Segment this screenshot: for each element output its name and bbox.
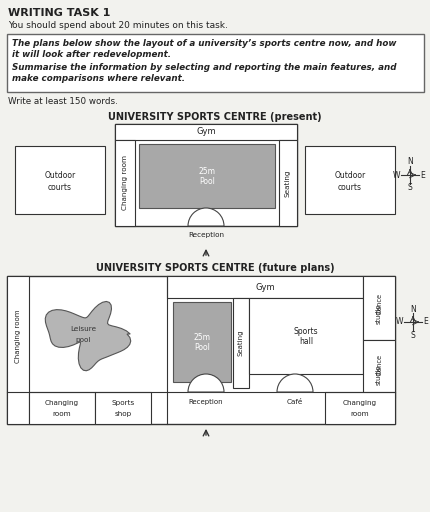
Bar bbox=[172, 302, 230, 382]
Bar bbox=[278, 140, 296, 226]
Text: pool: pool bbox=[75, 337, 90, 343]
Text: Sports: Sports bbox=[111, 400, 134, 406]
Text: courts: courts bbox=[48, 183, 72, 193]
Bar bbox=[7, 34, 423, 92]
Bar bbox=[304, 146, 394, 214]
Text: Changing room: Changing room bbox=[15, 309, 21, 362]
Text: make comparisons where relevant.: make comparisons where relevant. bbox=[12, 74, 185, 83]
Text: 25m: 25m bbox=[198, 167, 215, 177]
Text: S: S bbox=[410, 331, 415, 339]
Bar bbox=[324, 392, 394, 424]
Bar bbox=[362, 340, 394, 398]
Text: WRITING TASK 1: WRITING TASK 1 bbox=[8, 8, 110, 18]
Bar bbox=[15, 146, 105, 214]
Bar bbox=[115, 124, 296, 226]
Text: S: S bbox=[407, 183, 412, 193]
Text: courts: courts bbox=[337, 183, 361, 193]
Text: The plans below show the layout of a university’s sports centre now, and how: The plans below show the layout of a uni… bbox=[12, 39, 396, 48]
Text: Café: Café bbox=[286, 399, 302, 405]
Bar bbox=[7, 276, 29, 424]
Text: UNIVERSITY SPORTS CENTRE (present): UNIVERSITY SPORTS CENTRE (present) bbox=[108, 112, 321, 122]
Text: 25m: 25m bbox=[193, 332, 210, 342]
Text: Pool: Pool bbox=[199, 178, 215, 186]
Bar bbox=[139, 144, 274, 208]
Text: E: E bbox=[420, 170, 424, 180]
Text: studio: studio bbox=[375, 304, 381, 324]
Text: Changing: Changing bbox=[45, 400, 79, 406]
Text: room: room bbox=[52, 411, 71, 417]
Text: You should spend about 20 minutes on this task.: You should spend about 20 minutes on thi… bbox=[8, 21, 227, 30]
Text: Leisure: Leisure bbox=[70, 326, 96, 332]
Text: W: W bbox=[395, 317, 403, 327]
Text: Outdoor: Outdoor bbox=[334, 172, 365, 181]
Text: room: room bbox=[350, 411, 369, 417]
Text: Sports: Sports bbox=[293, 327, 318, 335]
Text: hall: hall bbox=[298, 337, 312, 347]
Wedge shape bbox=[187, 208, 224, 226]
Bar bbox=[115, 140, 135, 226]
Wedge shape bbox=[187, 374, 224, 392]
Bar bbox=[166, 276, 362, 298]
Text: Dance: Dance bbox=[375, 292, 381, 313]
Text: Seating: Seating bbox=[284, 169, 290, 197]
Bar bbox=[249, 298, 362, 374]
Text: Write at least 150 words.: Write at least 150 words. bbox=[8, 97, 117, 106]
Text: Reception: Reception bbox=[187, 232, 224, 238]
Bar bbox=[29, 392, 95, 424]
Bar bbox=[95, 392, 150, 424]
Text: shop: shop bbox=[114, 411, 131, 417]
Polygon shape bbox=[45, 302, 130, 371]
Text: N: N bbox=[406, 158, 412, 166]
Text: Changing: Changing bbox=[342, 400, 376, 406]
Text: Dance: Dance bbox=[375, 353, 381, 375]
Text: E: E bbox=[423, 317, 427, 327]
Text: Seating: Seating bbox=[237, 330, 243, 356]
Text: studio: studio bbox=[375, 365, 381, 385]
Bar bbox=[362, 276, 394, 340]
Text: W: W bbox=[392, 170, 400, 180]
Text: Reception: Reception bbox=[188, 399, 223, 405]
Text: it will look after redevelopment.: it will look after redevelopment. bbox=[12, 50, 171, 59]
Bar bbox=[233, 298, 249, 388]
Wedge shape bbox=[276, 374, 312, 392]
Text: Pool: Pool bbox=[194, 344, 209, 352]
Bar bbox=[7, 276, 394, 424]
Text: Gym: Gym bbox=[255, 283, 274, 291]
Text: Changing room: Changing room bbox=[122, 156, 128, 210]
Text: Outdoor: Outdoor bbox=[44, 172, 75, 181]
Text: N: N bbox=[409, 305, 415, 313]
Bar bbox=[115, 124, 296, 140]
Text: UNIVERSITY SPORTS CENTRE (future plans): UNIVERSITY SPORTS CENTRE (future plans) bbox=[95, 263, 334, 273]
Text: Gym: Gym bbox=[196, 127, 215, 137]
Text: Summarise the information by selecting and reporting the main features, and: Summarise the information by selecting a… bbox=[12, 63, 396, 72]
